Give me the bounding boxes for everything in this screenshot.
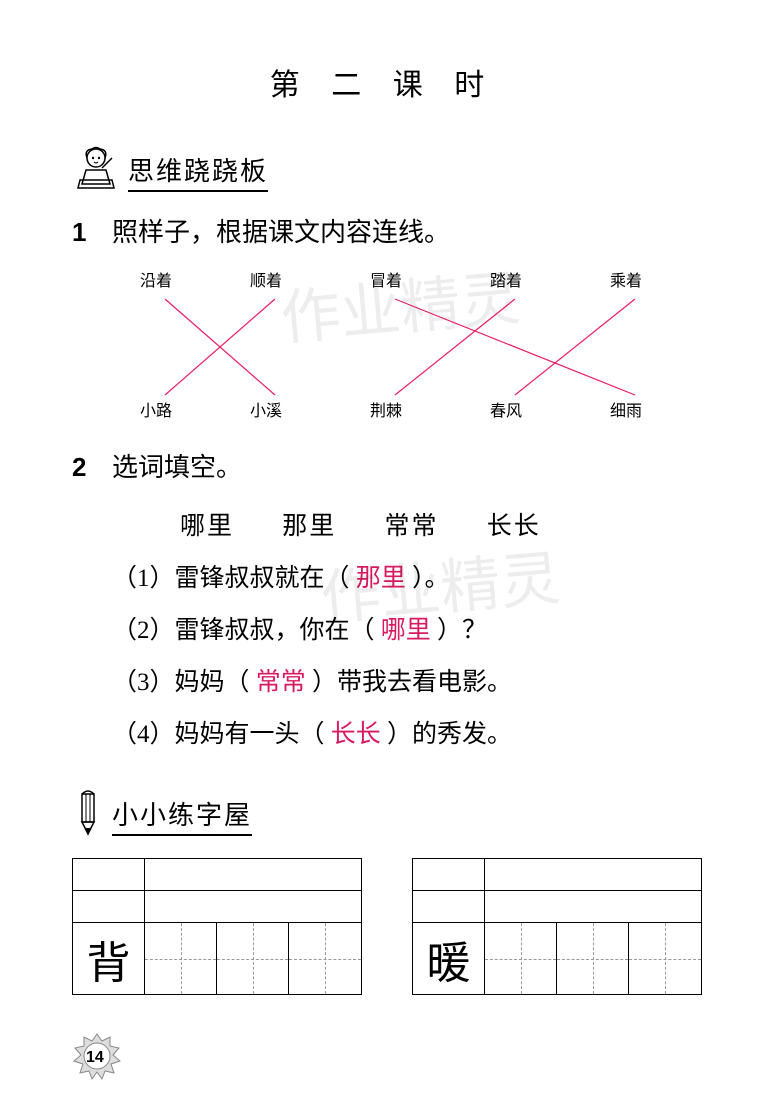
item-pre: 妈妈（ xyxy=(175,669,250,696)
q2-number: 2 xyxy=(72,452,112,483)
fill-item: （1）雷锋叔叔就在（ 那里 ）。 xyxy=(112,558,766,594)
fill-item: （2）雷锋叔叔，你在（ 哪里 ）？ xyxy=(112,610,766,646)
item-answer: 长长 xyxy=(331,721,381,748)
q2-options: 哪里 那里 常常 长长 xyxy=(180,506,766,542)
match-bot-word: 细雨 xyxy=(610,397,642,421)
question-1: 1 照样子，根据课文内容连线。 xyxy=(72,212,766,249)
girl-writing-icon xyxy=(72,144,120,192)
match-lines xyxy=(110,297,670,397)
match-top-word: 顺着 xyxy=(250,267,282,291)
option: 常常 xyxy=(385,513,439,540)
section-title-2: 小小练字屋 xyxy=(112,795,252,836)
item-pre: 妈妈有一头（ xyxy=(175,721,325,748)
item-post: ）。 xyxy=(412,565,450,592)
item-answer: 那里 xyxy=(356,565,406,592)
match-bot-word: 春风 xyxy=(490,397,522,421)
item-pre: 雷锋叔叔就在（ xyxy=(175,565,350,592)
item-answer: 常常 xyxy=(256,669,306,696)
q2-stem: 选词填空。 xyxy=(112,447,242,484)
match-top-word: 冒着 xyxy=(370,267,402,291)
item-answer: 哪里 xyxy=(381,617,431,644)
item-post: ）？ xyxy=(437,617,487,644)
match-bot-word: 荆棘 xyxy=(370,397,402,421)
item-post: ）的秀发。 xyxy=(387,721,512,748)
item-idx: （3） xyxy=(112,669,175,696)
item-post: ）带我去看电影。 xyxy=(312,669,512,696)
match-top-word: 踏着 xyxy=(490,267,522,291)
option: 长长 xyxy=(487,513,541,540)
q1-number: 1 xyxy=(72,217,112,248)
grid-box: 暖 xyxy=(412,858,702,995)
fill-item: （4）妈妈有一头（ 长长 ）的秀发。 xyxy=(112,714,766,750)
practice-char: 暖 xyxy=(413,923,485,995)
practice-grids: 背 暖 xyxy=(72,858,766,995)
match-top-word: 沿着 xyxy=(140,267,172,291)
match-bot-word: 小路 xyxy=(140,397,172,421)
pencil-icon xyxy=(72,788,104,836)
item-idx: （1） xyxy=(112,565,175,592)
section-header-1: 思维跷跷板 xyxy=(72,144,766,192)
grid-box: 背 xyxy=(72,858,362,995)
item-pre: 雷锋叔叔，你在（ xyxy=(175,617,375,644)
section-header-2: 小小练字屋 xyxy=(72,788,766,836)
item-idx: （2） xyxy=(112,617,175,644)
page-number: 14 xyxy=(86,1049,104,1067)
practice-char: 背 xyxy=(73,923,145,995)
option: 哪里 xyxy=(180,513,234,540)
match-top-word: 乘着 xyxy=(610,267,642,291)
match-area: 沿着 顺着 冒着 踏着 乘着 小路 小溪 荆棘 春风 细雨 xyxy=(110,267,670,427)
match-bot-word: 小溪 xyxy=(250,397,282,421)
q1-stem: 照样子，根据课文内容连线。 xyxy=(112,212,450,249)
item-idx: （4） xyxy=(112,721,175,748)
section-title-1: 思维跷跷板 xyxy=(128,151,268,192)
question-2: 2 选词填空。 xyxy=(72,447,766,484)
page-title: 第 二 课 时 xyxy=(0,60,766,104)
option: 那里 xyxy=(282,513,336,540)
fill-item: （3）妈妈（ 常常 ）带我去看电影。 xyxy=(112,662,766,698)
